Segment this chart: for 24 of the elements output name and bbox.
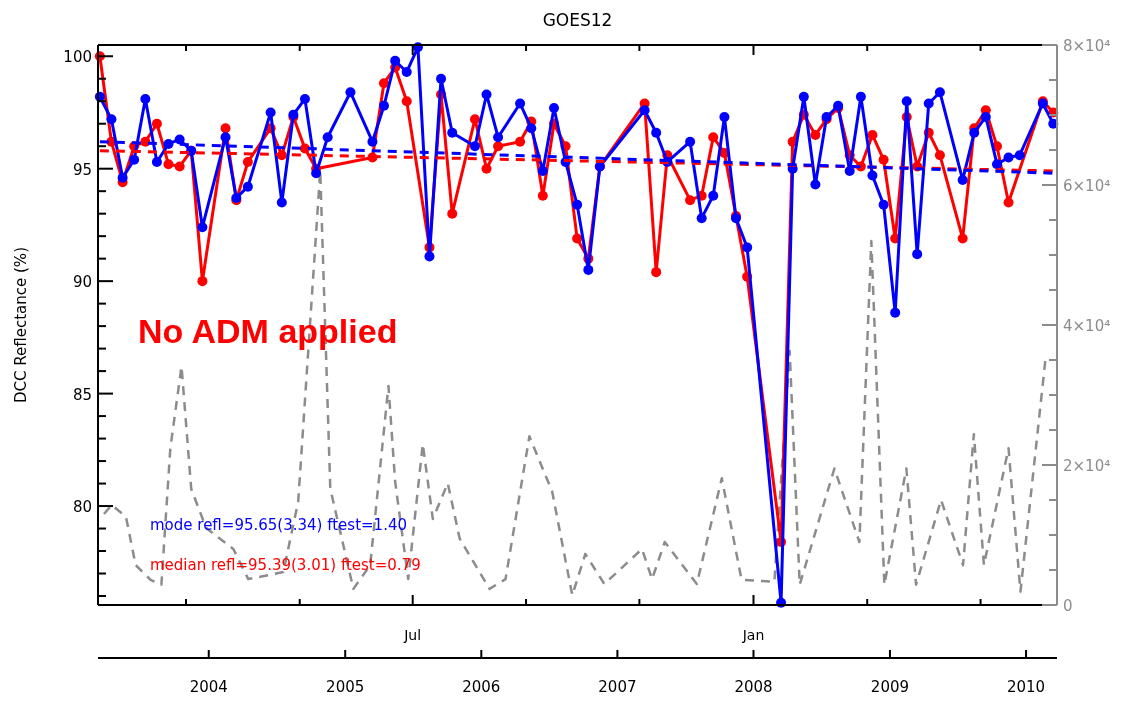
y2-tick-label: 8×10⁴ xyxy=(1063,37,1111,55)
y-tick-label: 100 xyxy=(63,48,92,67)
y2-tick-label: 2×10⁴ xyxy=(1063,457,1111,475)
y-tick-label: 95 xyxy=(72,160,92,179)
x-tick-label: Jan xyxy=(741,627,765,643)
x2-tick-label: 2007 xyxy=(598,678,637,696)
y2-tick-label: 6×10⁴ xyxy=(1063,177,1111,195)
y-tick-label: 80 xyxy=(72,498,92,517)
annotation: No ADM applied xyxy=(138,312,398,350)
x2-tick-label: 2008 xyxy=(734,678,773,696)
y-tick-label: 90 xyxy=(72,273,92,292)
x2-tick-label: 2006 xyxy=(462,678,501,696)
y2-tick-label: 4×10⁴ xyxy=(1063,317,1111,335)
annotation: mode refl=95.65(3.34) ftest=1.40 xyxy=(150,516,407,534)
chart-title: GOES12 xyxy=(542,10,613,30)
x2-tick-label: 2004 xyxy=(189,678,228,696)
x-tick-label: Jul xyxy=(403,627,422,643)
x2-tick-label: 2009 xyxy=(870,678,910,696)
x2-tick-label: 2005 xyxy=(326,678,365,696)
annotation: median refl=95.39(3.01) ftest=0.79 xyxy=(150,556,421,574)
x2-tick-label: 2010 xyxy=(1006,678,1046,696)
y-axis-title: DCC Reflectance (%) xyxy=(12,247,30,403)
y-tick-label: 85 xyxy=(72,385,92,404)
y2-tick-label: 0 xyxy=(1063,597,1073,615)
